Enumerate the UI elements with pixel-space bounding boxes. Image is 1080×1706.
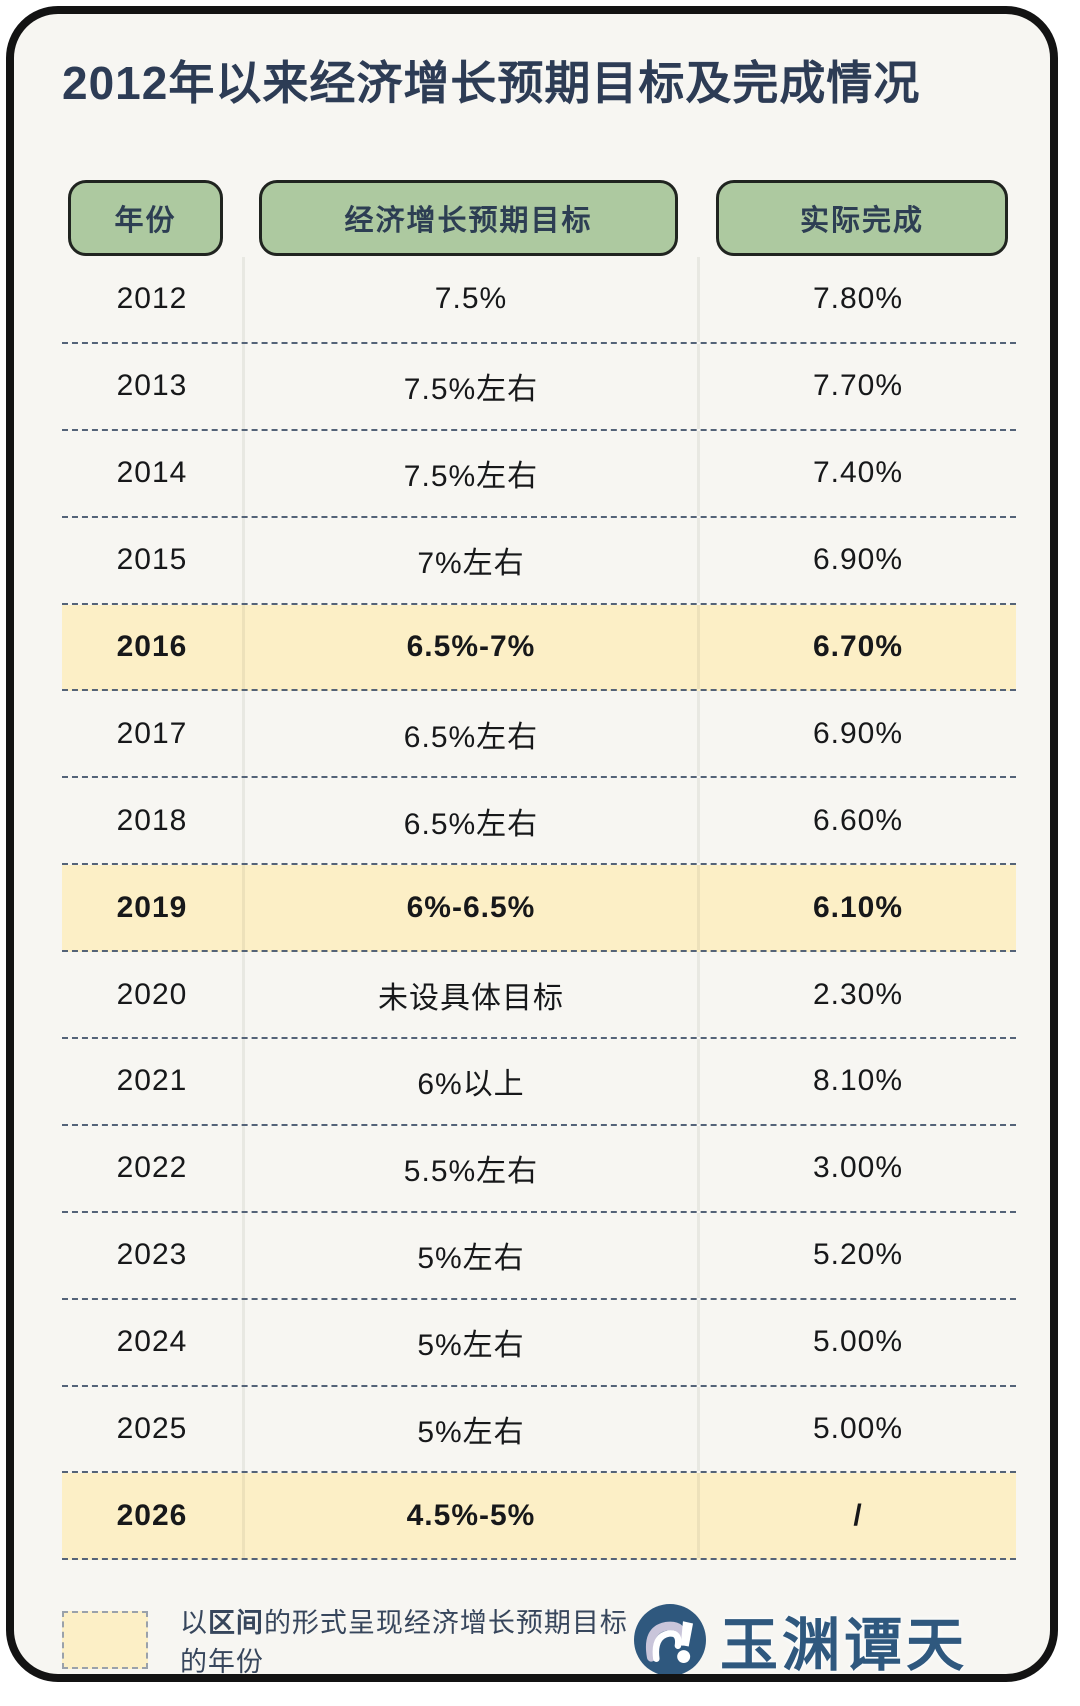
table-row: 2023 5%左右 5.20% bbox=[62, 1212, 1016, 1300]
table-row: 2017 6.5%左右 6.90% bbox=[62, 691, 1016, 779]
cell-actual: / bbox=[853, 1498, 863, 1532]
cell-actual: 5.00% bbox=[812, 1325, 904, 1359]
cell-actual: 8.10% bbox=[812, 1064, 904, 1098]
table-row: 2014 7.5%左右 7.40% bbox=[62, 430, 1016, 518]
cell-target: 7.5%左右 bbox=[245, 430, 700, 516]
cell-actual: 6.90% bbox=[812, 543, 904, 577]
cell-year: 2024 bbox=[62, 1299, 245, 1385]
cell-year: 2020 bbox=[62, 952, 245, 1038]
cell-target: 6.5%-7% bbox=[245, 604, 700, 690]
brand-logo: 玉渊谭天 bbox=[633, 1598, 968, 1679]
legend: 以区间的形式呈现经济增长预期目标的年份 bbox=[62, 1601, 634, 1677]
footer: 以区间的形式呈现经济增长预期目标的年份 玉渊谭天 bbox=[62, 1594, 1016, 1679]
table-row: 2025 5%左右 5.00% bbox=[62, 1386, 1016, 1474]
brand-logo-text: 玉渊谭天 bbox=[719, 1611, 968, 1679]
cell-actual: 7.40% bbox=[812, 456, 904, 490]
cell-year: 2015 bbox=[62, 517, 245, 603]
legend-label: 以区间的形式呈现经济增长预期目标的年份 bbox=[179, 1608, 628, 1677]
cell-year: 2023 bbox=[62, 1212, 245, 1298]
cell-target: 4.5%-5% bbox=[245, 1473, 700, 1559]
column-header-target: 经济增长预期目标 bbox=[259, 180, 678, 256]
cell-actual: 6.90% bbox=[812, 716, 904, 750]
cell-target: 未设具体目标 bbox=[245, 952, 700, 1038]
infographic-card: 2012年以来经济增长预期目标及完成情况 年份 经济增长预期目标 实际完成 20… bbox=[6, 6, 1058, 1682]
table-row: 2018 6.5%左右 6.60% bbox=[62, 778, 1016, 866]
cell-target: 5.5%左右 bbox=[245, 1125, 700, 1211]
table-row: 2021 6%以上 8.10% bbox=[62, 1039, 1016, 1126]
column-header-year: 年份 bbox=[68, 180, 223, 256]
table-row: 2015 7%左右 6.90% bbox=[62, 517, 1016, 605]
legend-highlight-swatch bbox=[62, 1611, 148, 1669]
cell-target: 6%以上 bbox=[245, 1039, 700, 1124]
cell-year: 2021 bbox=[62, 1039, 245, 1124]
cell-target: 6.5%左右 bbox=[245, 691, 700, 777]
cell-year: 2013 bbox=[62, 343, 245, 429]
cell-target: 5%左右 bbox=[245, 1212, 700, 1298]
cell-target: 5%左右 bbox=[245, 1386, 700, 1472]
cell-actual: 7.80% bbox=[812, 282, 904, 316]
cell-year: 2012 bbox=[62, 257, 245, 342]
cell-target: 7.5%左右 bbox=[245, 343, 700, 429]
column-header-actual: 实际完成 bbox=[716, 180, 1008, 256]
table-row: 2026 4.5%-5% / bbox=[62, 1473, 1016, 1561]
table-row: 2016 6.5%-7% 6.70% bbox=[62, 604, 1016, 692]
table-row: 2020 未设具体目标 2.30% bbox=[62, 952, 1016, 1040]
cell-year: 2017 bbox=[62, 691, 245, 777]
cell-actual: 5.20% bbox=[812, 1238, 904, 1272]
cell-target: 6.5%左右 bbox=[245, 778, 700, 864]
cell-year: 2022 bbox=[62, 1125, 245, 1211]
cell-target: 7%左右 bbox=[245, 517, 700, 603]
cell-actual: 3.00% bbox=[812, 1151, 904, 1185]
page-title: 2012年以来经济增长预期目标及完成情况 bbox=[62, 57, 921, 109]
cell-actual: 7.70% bbox=[812, 369, 904, 403]
cell-year: 2016 bbox=[62, 604, 245, 690]
cell-year: 2019 bbox=[62, 865, 245, 951]
table-row: 2019 6%-6.5% 6.10% bbox=[62, 865, 1016, 953]
cell-actual: 6.60% bbox=[812, 803, 904, 837]
table-row: 2013 7.5%左右 7.70% bbox=[62, 343, 1016, 431]
cell-target: 5%左右 bbox=[245, 1299, 700, 1385]
cell-year: 2026 bbox=[62, 1473, 245, 1559]
brand-logo-icon bbox=[633, 1604, 706, 1674]
cell-actual: 5.00% bbox=[812, 1412, 904, 1446]
table-row: 2012 7.5% 7.80% bbox=[62, 257, 1016, 344]
table-row: 2022 5.5%左右 3.00% bbox=[62, 1125, 1016, 1213]
cell-year: 2018 bbox=[62, 778, 245, 864]
cell-actual: 2.30% bbox=[812, 977, 904, 1011]
cell-year: 2025 bbox=[62, 1386, 245, 1472]
cell-target: 6%-6.5% bbox=[245, 865, 700, 951]
growth-target-table: 年份 经济增长预期目标 实际完成 2012 7.5% 7.80% 2013 7.5%左右… bbox=[62, 180, 1016, 1561]
table-row: 2024 5%左右 5.00% bbox=[62, 1299, 1016, 1387]
cell-actual: 6.70% bbox=[812, 630, 904, 663]
cell-actual: 6.10% bbox=[812, 890, 904, 924]
table-header-row: 年份 经济增长预期目标 实际完成 bbox=[62, 180, 1016, 256]
table-body: 2012 7.5% 7.80% 2013 7.5%左右 7.70% 2014 7.5%左右 7.… bbox=[62, 257, 1016, 1561]
cell-year: 2014 bbox=[62, 430, 245, 516]
cell-target: 7.5% bbox=[245, 257, 700, 342]
